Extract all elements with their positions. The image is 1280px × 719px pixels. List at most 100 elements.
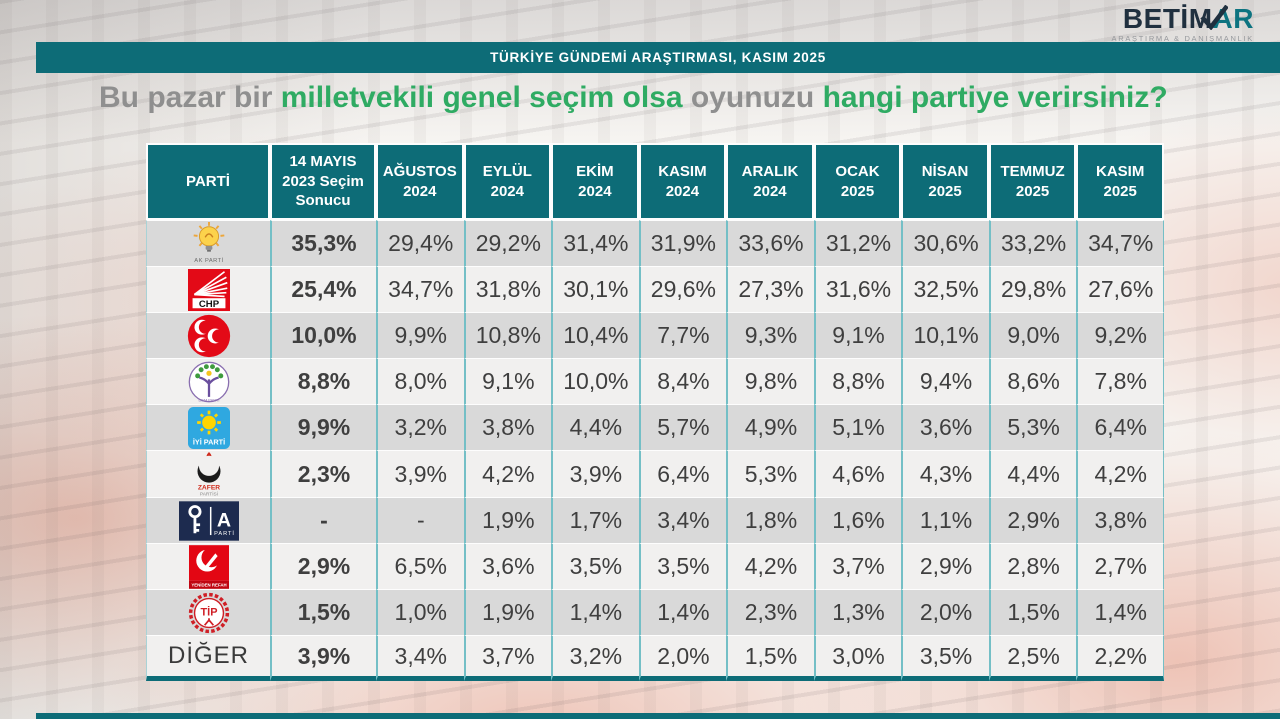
poll-value-cell: 1,5%	[726, 635, 814, 681]
poll-value-cell: 9,1%	[813, 312, 902, 358]
svg-text:PARTİ: PARTİ	[214, 530, 235, 537]
poll-value-cell: 31,2%	[813, 220, 902, 266]
poll-value-cell: 9,3%	[726, 312, 814, 358]
banner: TÜRKİYE GÜNDEMİ ARAŞTIRMASI, KASIM 2025	[36, 42, 1280, 73]
tip-logo-icon: TİP	[188, 592, 230, 633]
poll-value-cell: 27,6%	[1076, 266, 1164, 312]
poll-value-cell: 3,6%	[901, 404, 989, 450]
svg-text:ZAFER: ZAFER	[197, 484, 219, 491]
party-cell-ak-parti: AK PARTİ	[146, 220, 270, 266]
brand-dark-text: BETİM	[1122, 3, 1213, 34]
poll-value-cell: 3,8%	[1076, 497, 1164, 543]
party-cell-dem-parti: DEM PARTİ	[146, 358, 270, 404]
party-cell-zafer-partisi: ZAFER PARTİSİ	[146, 450, 270, 497]
svg-text:A: A	[216, 509, 230, 531]
poll-value-cell: 3,9%	[376, 450, 464, 497]
poll-value-cell: 8,4%	[638, 358, 727, 404]
poll-value-cell: 33,2%	[988, 220, 1077, 266]
poll-value-cell: 3,7%	[813, 543, 902, 589]
poll-value-cell: 9,0%	[988, 312, 1077, 358]
poll-value-cell: 8,0%	[376, 358, 464, 404]
iyi-parti-logo-icon: İYİ PARTİ	[187, 406, 230, 449]
ak-parti-logo-icon: AK PARTİ	[189, 221, 229, 264]
column-header-month: ARALIK 2024	[726, 143, 814, 220]
poll-table: PARTİ 14 MAYIS 2023 Seçim Sonucu AĞUSTOS 2024…	[146, 143, 1164, 681]
election-result-cell: 10,0%	[270, 312, 376, 358]
poll-value-cell: 4,2%	[1076, 450, 1164, 497]
dem-parti-logo-icon: DEM PARTİ	[188, 361, 230, 402]
table-row-iyi-parti: İYİ PARTİ 9,9% 3,2% 3,8% 4,4% 5,7% 4,9% 5,1% 3,6…	[146, 404, 1164, 450]
poll-value-cell: 2,8%	[988, 543, 1077, 589]
poll-value-cell: 33,6%	[726, 220, 814, 266]
poll-value-cell: 3,2%	[551, 635, 639, 681]
table-row-zafer-partisi: ZAFER PARTİSİ 2,3% 3,9% 4,2% 3,9% 6,4% 5,3% 4,6%…	[146, 450, 1164, 497]
header-row: PARTİ 14 MAYIS 2023 Seçim Sonucu AĞUSTOS 2024…	[146, 143, 1164, 220]
title-segment: Bu pazar bir	[99, 81, 281, 114]
table-row-tip: TİP 1,5% 1,0% 1,9% 1,4% 1,4% 2,3% 1,3% 2,0% 1,5% 1…	[146, 589, 1164, 635]
election-result-cell: 9,9%	[270, 404, 376, 450]
poll-value-cell: 9,9%	[376, 312, 464, 358]
svg-text:AK PARTİ: AK PARTİ	[194, 257, 223, 264]
poll-value-cell: 1,6%	[813, 497, 902, 543]
brand-a-letter: A	[1199, 4, 1234, 33]
poll-value-cell: 6,4%	[1076, 404, 1164, 450]
betimar-logo: BETİMA R ARAŞTIRMA & DANIŞMANLIK	[1112, 3, 1254, 44]
poll-value-cell: 3,9%	[551, 450, 639, 497]
poll-value-cell: 4,2%	[726, 543, 814, 589]
poll-value-cell: 6,4%	[638, 450, 727, 497]
mhp-logo-icon	[187, 314, 231, 357]
zafer-partisi-logo-icon: ZAFER PARTİSİ	[189, 451, 229, 497]
poll-value-cell: 9,1%	[463, 358, 552, 404]
poll-value-cell: 2,9%	[988, 497, 1077, 543]
party-cell-anahtar-parti: A PARTİ	[146, 497, 270, 543]
table-row-diger: DİĞER 3,9% 3,4% 3,7% 3,2% 2,0% 1,5% 3,0% 3,5% 2,5…	[146, 635, 1164, 681]
poll-value-cell: 4,3%	[901, 450, 989, 497]
poll-value-cell: 3,6%	[463, 543, 552, 589]
bottom-accent-bar	[36, 713, 1280, 719]
column-header-month: AĞUSTOS 2024	[376, 143, 464, 220]
poll-value-cell: 31,4%	[551, 220, 639, 266]
title-segment: oyunuzu	[682, 81, 823, 114]
party-label-diger: DİĞER	[167, 642, 249, 669]
poll-value-cell: 1,0%	[376, 589, 464, 635]
poll-value-cell: 29,4%	[376, 220, 464, 266]
svg-text:TİP: TİP	[200, 605, 217, 618]
poll-value-cell: 3,0%	[813, 635, 902, 681]
poll-value-cell: 1,8%	[726, 497, 814, 543]
poll-value-cell: 1,4%	[638, 589, 727, 635]
column-header-month: NİSAN 2025	[901, 143, 989, 220]
party-cell-yeniden-refah: YENİDEN REFAH	[146, 543, 270, 589]
column-header-month: KASIM 2025	[1076, 143, 1164, 220]
poll-value-cell: 3,2%	[376, 404, 464, 450]
poll-value-cell: 4,2%	[463, 450, 552, 497]
poll-value-cell: 5,1%	[813, 404, 902, 450]
poll-value-cell: 3,4%	[376, 635, 464, 681]
poll-value-cell: 30,1%	[551, 266, 639, 312]
poll-value-cell: 2,0%	[901, 589, 989, 635]
poll-value-cell: 8,6%	[988, 358, 1077, 404]
poll-value-cell: 2,3%	[726, 589, 814, 635]
election-result-cell: -	[270, 497, 376, 543]
poll-value-cell: 6,5%	[376, 543, 464, 589]
poll-value-cell: 3,5%	[551, 543, 639, 589]
column-header-parti: PARTİ	[146, 143, 270, 220]
party-cell-mhp	[146, 312, 270, 358]
poll-value-cell: 1,4%	[1076, 589, 1164, 635]
poll-value-cell: 29,2%	[463, 220, 552, 266]
table-row-anahtar-parti: A PARTİ - -1,9% 1,7% 3,4% 1,8% 1,6% 1,1% 2,9% 3,8%	[146, 497, 1164, 543]
poll-value-cell: 10,1%	[901, 312, 989, 358]
election-result-cell: 3,9%	[270, 635, 376, 681]
column-header-election: 14 MAYIS 2023 Seçim Sonucu	[270, 143, 376, 220]
column-header-month: OCAK 2025	[813, 143, 902, 220]
poll-value-cell: 1,1%	[901, 497, 989, 543]
table-row-chp: CHP 25,4% 34,7% 31,8% 30,1% 29,6% 27,3% 31,6% 32…	[146, 266, 1164, 312]
banner-text: TÜRKİYE GÜNDEMİ ARAŞTIRMASI, KASIM 2025	[490, 50, 826, 65]
poll-value-cell: 5,3%	[726, 450, 814, 497]
poll-value-cell: 5,3%	[988, 404, 1077, 450]
title-segment: hangi partiye verirsiniz?	[822, 81, 1168, 114]
column-header-month: EKİM 2024	[551, 143, 639, 220]
poll-value-cell: 9,4%	[901, 358, 989, 404]
column-header-month: KASIM 2024	[638, 143, 727, 220]
anahtar-parti-logo-icon: A PARTİ	[178, 500, 239, 541]
svg-text:PARTİSİ: PARTİSİ	[199, 491, 217, 497]
